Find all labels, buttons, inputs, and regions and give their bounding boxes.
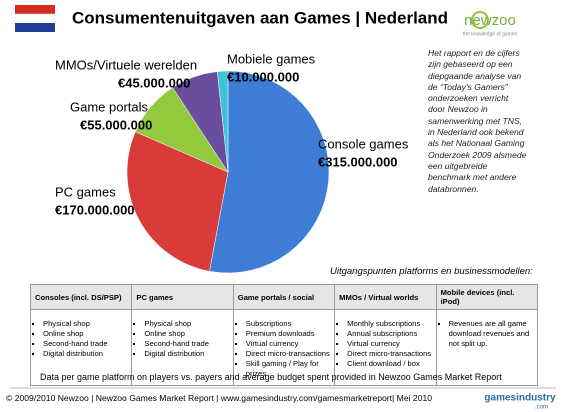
table-header: Game portals / social bbox=[232, 284, 336, 310]
bullet-item: Digital distribution bbox=[144, 349, 228, 359]
table-cell: Physical shopOnline shopSecond-hand trad… bbox=[131, 309, 234, 386]
title: Consumentenuitgaven aan Games | Nederlan… bbox=[72, 8, 448, 27]
note-line: benchmark met andere bbox=[428, 172, 517, 183]
slice-label: Console games bbox=[318, 136, 409, 151]
bullet-item: Virtual currency bbox=[246, 339, 330, 349]
bullet-list: Physical shopOnline shopSecond-hand trad… bbox=[35, 319, 127, 359]
table-cell: SubscriptionsPremium downloadsVirtual cu… bbox=[232, 309, 336, 386]
note-line: een uitgebreide bbox=[428, 160, 488, 171]
note-line: Onderzoek 2009 alsmede bbox=[428, 149, 527, 160]
note: Het rapport en de cijfers zijn gebaseerd … bbox=[428, 48, 558, 195]
slice-label: MMOs/Virtuele werelden bbox=[55, 57, 197, 72]
table-header: Mobile devices (incl. iPod) bbox=[435, 284, 539, 310]
footer-logo: gamesindustry bbox=[484, 393, 556, 404]
value-label: €10.000.000 bbox=[227, 69, 299, 84]
table: Consoles (incl. DS/PSP) PC games Game port… bbox=[29, 284, 539, 386]
bullet-item: Virtual currency bbox=[347, 339, 431, 349]
note-line: samenwerking met TNS, bbox=[428, 115, 523, 126]
bullet-item: Client download / box bbox=[347, 359, 431, 369]
bullet-list: Monthly subscriptionsAnnual subscription… bbox=[339, 319, 431, 369]
bullet-item: Subscriptions bbox=[246, 319, 330, 329]
slice-label: Game portals bbox=[70, 99, 149, 114]
bullet-item: Online shop bbox=[43, 329, 127, 339]
bullet-list: Revenues are all game download revenues … bbox=[441, 319, 533, 349]
note-line: door Newzoo in bbox=[428, 104, 488, 115]
footer: © 2009/2010 Newzoo | Newzoo Games Market… bbox=[6, 393, 433, 403]
bullet-item: Physical shop bbox=[144, 319, 228, 329]
table-caption: Uitgangspunten platforms en businessmode… bbox=[330, 266, 533, 277]
pie-slice bbox=[217, 70, 229, 173]
table-cell: Physical shopOnline shopSecond-hand trad… bbox=[29, 309, 133, 386]
bullet-item: Revenues are all game download revenues … bbox=[449, 319, 533, 349]
note-line: in Nederland ook bekend bbox=[428, 127, 524, 138]
bullet-item: Direct micro-transactions bbox=[347, 349, 431, 359]
slice-label: Mobiele games bbox=[227, 51, 316, 66]
slice-label: PC games bbox=[55, 184, 116, 199]
source: Data per game platform on players vs. pa… bbox=[40, 372, 502, 382]
table-cell: Monthly subscriptionsAnnual subscription… bbox=[334, 309, 437, 386]
logo-tagline: the knowledge of games bbox=[463, 31, 518, 37]
note-line: databronnen. bbox=[428, 183, 479, 194]
flag bbox=[14, 5, 56, 32]
note-line: onderzoeken verricht bbox=[428, 93, 509, 104]
bullet-item: Monthly subscriptions bbox=[347, 319, 431, 329]
note-line: de “Today's Gamers” bbox=[428, 81, 508, 92]
bullet-list: Physical shopOnline shopSecond-hand trad… bbox=[136, 319, 228, 359]
bullet-item: Online shop bbox=[144, 329, 228, 339]
footer-logo-suffix: .com bbox=[535, 405, 548, 411]
pie-slice bbox=[126, 131, 229, 272]
bullet-item: Second-hand trade bbox=[144, 339, 228, 349]
table-header: MMOs / Virtual worlds bbox=[334, 284, 437, 310]
value-label: €55.000.000 bbox=[80, 117, 152, 132]
note-line: Het rapport en de cijfers bbox=[428, 48, 520, 58]
bullet-list: SubscriptionsPremium downloadsVirtual cu… bbox=[238, 319, 330, 379]
bullet-item: Physical shop bbox=[43, 319, 127, 329]
bullet-item: Premium downloads bbox=[246, 329, 330, 339]
value-label: €170.000.000 bbox=[55, 202, 135, 217]
pie bbox=[126, 70, 330, 274]
note-line: zijn gebaseerd op een bbox=[428, 59, 513, 70]
table-header: PC games bbox=[131, 284, 234, 310]
value-label: €315.000.000 bbox=[318, 154, 398, 169]
note-line: als het Nationaal Gaming bbox=[428, 138, 525, 149]
logo: newzoo bbox=[464, 12, 516, 29]
bullet-item: Digital distribution bbox=[43, 349, 127, 359]
bullet-item: Annual subscriptions bbox=[347, 329, 431, 339]
note-line: diepgaande analyse van bbox=[428, 70, 522, 81]
table-cell: Revenues are all game download revenues … bbox=[435, 309, 539, 386]
bullet-item: Skill gaming / Play for prizes bbox=[246, 359, 330, 379]
pie-slice bbox=[209, 70, 330, 274]
value-label: €45.000.000 bbox=[118, 75, 190, 90]
bullet-item: Direct micro-transactions bbox=[246, 349, 330, 359]
table-header: Consoles (incl. DS/PSP) bbox=[29, 284, 133, 310]
bullet-item: Second-hand trade bbox=[43, 339, 127, 349]
